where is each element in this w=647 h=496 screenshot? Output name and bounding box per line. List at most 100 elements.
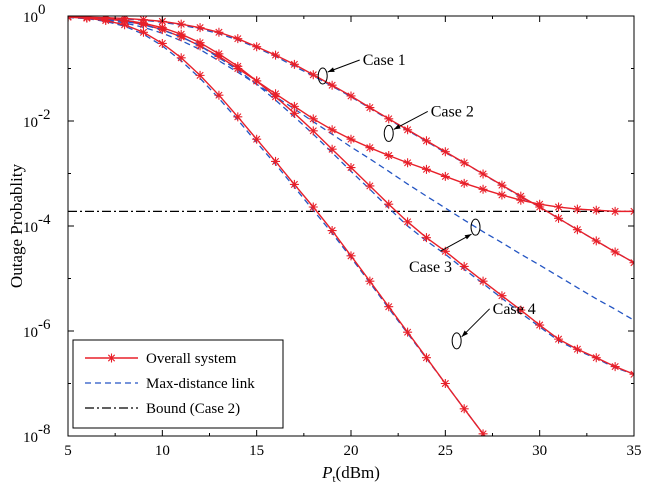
case-4-marker xyxy=(289,179,299,189)
case-1-marker xyxy=(610,247,620,257)
case-4-marker xyxy=(195,70,205,80)
x-axis-label-unit: (dBm) xyxy=(336,463,380,482)
case-4-marker xyxy=(497,455,506,464)
y-tick-mantissa: 10 xyxy=(23,115,38,131)
case-3-marker xyxy=(233,61,243,71)
case-2-overall-curve xyxy=(68,16,634,213)
case-3-marker xyxy=(440,246,450,256)
annotation-arrowhead xyxy=(461,330,469,337)
case-4-marker xyxy=(138,27,148,37)
case-4-marker xyxy=(516,482,525,491)
annotation-arrowhead xyxy=(464,234,472,240)
case-3-marker xyxy=(308,126,318,136)
case-1-marker xyxy=(195,23,205,33)
case-3-marker xyxy=(572,344,582,354)
legend-entries: Overall system Max-distance link Bound (Ca… xyxy=(85,351,255,417)
case-3-overall-curve xyxy=(68,16,634,375)
case-2-marker xyxy=(308,114,318,124)
case-4-marker xyxy=(252,134,262,144)
case-1-marker xyxy=(346,91,356,101)
y-tick-exponent: -8 xyxy=(38,422,51,438)
case-4-marker xyxy=(157,38,167,48)
legend-label: Overall system xyxy=(146,351,237,367)
x-tick-label: 35 xyxy=(627,443,642,459)
annotation-label: Case 3 xyxy=(409,259,452,276)
case-1-marker xyxy=(554,213,564,223)
case-4-marker xyxy=(214,90,224,100)
case-4-marker xyxy=(233,112,243,122)
case-1-marker xyxy=(308,70,318,80)
case-3-marker xyxy=(214,49,224,59)
case-4-marker xyxy=(459,404,469,414)
case-3-marker xyxy=(176,29,186,39)
y-tick-mantissa: 10 xyxy=(23,325,38,341)
case-1-marker xyxy=(365,103,375,113)
case-4-marker xyxy=(365,276,375,286)
case-2-marker xyxy=(572,204,582,214)
case-3-marker xyxy=(516,305,526,315)
case-1-marker xyxy=(572,225,582,235)
case-3-marker xyxy=(421,233,431,243)
y-tick-label: 10 xyxy=(23,10,38,26)
case-3-marker xyxy=(497,291,507,301)
case-2-marker xyxy=(554,202,564,212)
case-3-marker xyxy=(138,18,148,28)
case-4-marker xyxy=(176,53,186,63)
case-2-marker xyxy=(478,184,488,194)
case-2-marker xyxy=(346,134,356,144)
case-1-marker xyxy=(289,59,299,69)
case-1-marker xyxy=(403,125,413,135)
case-3-marker xyxy=(327,144,337,154)
case-3-marker xyxy=(271,92,281,102)
legend-box xyxy=(72,339,284,429)
x-axis-label: Pt(dBm) xyxy=(321,463,380,485)
case-3-marker xyxy=(403,217,413,227)
case-2-marker xyxy=(421,164,431,174)
case-1-marker xyxy=(176,19,186,29)
x-axis-label-main: P xyxy=(321,463,332,482)
case-3-marker xyxy=(195,38,205,48)
case-3-marker xyxy=(459,261,469,271)
x-tick-label: 5 xyxy=(64,443,72,459)
annotation-arrow xyxy=(461,308,491,338)
case-4-marker xyxy=(403,327,413,337)
y-tick-mantissa: 10 xyxy=(23,220,38,236)
case-3-max-distance-curve xyxy=(68,16,634,375)
case-1-marker xyxy=(233,34,243,44)
case-2-marker xyxy=(591,205,601,215)
case-2-marker xyxy=(459,178,469,188)
x-tick-label: 15 xyxy=(249,443,264,459)
annotation-ellipse xyxy=(317,67,328,85)
legend-overall-marker xyxy=(107,353,116,363)
case-3-marker xyxy=(554,334,564,344)
case-1-marker xyxy=(591,236,601,246)
legend-label: Bound (Case 2) xyxy=(146,401,240,417)
y-tick-mantissa: 10 xyxy=(23,430,38,446)
annotation-arrowhead xyxy=(327,67,335,72)
legend: Overall system Max-distance link Bound (Ca… xyxy=(72,339,284,429)
legend-label: Max-distance link xyxy=(146,376,255,392)
case-4-marker xyxy=(440,379,450,388)
x-tick-label: 10 xyxy=(155,443,170,459)
y-tick-exponent: -4 xyxy=(38,212,51,228)
case-1-marker xyxy=(459,158,469,168)
case-1-marker xyxy=(497,180,507,190)
x-tick-label: 30 xyxy=(532,443,547,459)
case-3-marker xyxy=(384,199,394,209)
case-4-marker xyxy=(346,251,356,261)
annotations-layer: Case 1 Case 2 Case 3 Case 4 xyxy=(317,52,536,350)
case-2-marker xyxy=(516,195,526,205)
case-4-marker xyxy=(82,16,92,23)
case-4-marker xyxy=(120,20,130,30)
x-tick-label: 25 xyxy=(438,443,453,459)
case-1-marker xyxy=(271,50,281,60)
case-4-marker xyxy=(478,429,488,436)
annotation-ellipse xyxy=(470,218,481,236)
case-4-marker xyxy=(308,202,318,212)
case-4-marker xyxy=(327,226,337,236)
case-3-marker xyxy=(365,181,375,191)
case-3-marker xyxy=(346,163,356,173)
x-tick-label: 20 xyxy=(344,443,359,459)
